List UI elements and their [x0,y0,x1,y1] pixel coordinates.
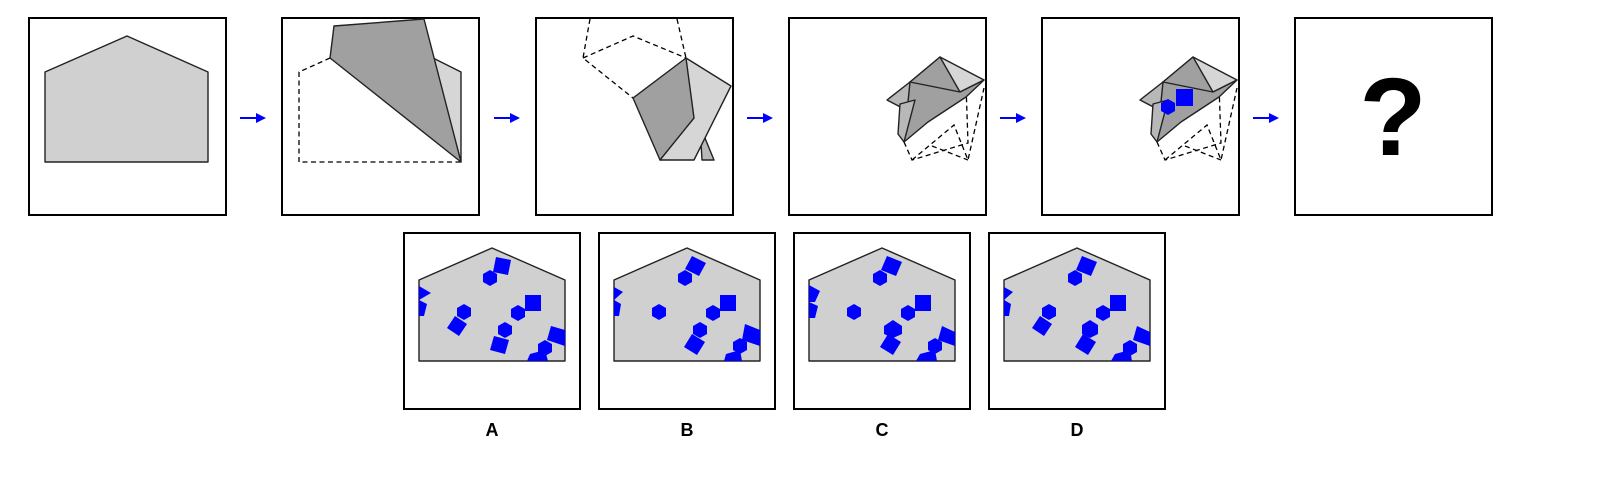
hexagon-hole-icon [457,304,471,320]
hexagon-hole-icon [1161,99,1175,115]
step-6-panel: ? [1294,17,1493,216]
hexagon-hole-icon [901,305,915,321]
hole-fragment-icon [809,302,818,318]
arrow-icon-1 [240,113,266,123]
square-hole-icon [881,256,902,276]
hexagon-hole-icon [1068,270,1082,286]
step-5-outline-c [1184,145,1222,161]
option-c-paper [808,247,956,362]
arrow-icon-5 [1253,113,1279,123]
option-d[interactable]: D [988,232,1166,440]
arrow-icon-3 [747,113,773,123]
step-3-outline-b [582,35,687,59]
option-b-label[interactable]: B [681,420,694,440]
step-4-outline-b [911,87,985,163]
step-5-panel [1041,17,1240,216]
step-5-frame [1041,17,1240,216]
question-mark: ? [1359,56,1426,179]
hole-fragment-icon [527,350,548,361]
step-4-small-flap [897,99,916,143]
option-d-holes [1004,256,1150,361]
step-5-outline-a [1156,84,1222,161]
hexagon-hole-icon [1042,304,1056,320]
hole-fragment-icon [916,350,937,361]
hexagon-hole-icon [1096,305,1110,321]
square-hole-icon [525,295,541,311]
step-4-outline-c [931,145,969,161]
hole-fragment-icon [724,350,742,361]
step-3-panel [535,17,734,216]
square-hole-icon [493,257,511,275]
step-3-outline-c [676,18,687,59]
hole-fragment-icon [614,287,623,300]
arrow-icon-2 [494,113,520,123]
hexagon-hole-icon [733,338,747,354]
hole-fragment-icon [419,286,431,300]
square-hole-icon [1032,316,1052,336]
square-hole-icon [1133,326,1150,346]
square-hole-icon [915,295,931,311]
step-4-panel [788,17,987,216]
hexagon-hole-icon [847,304,861,320]
option-a[interactable]: A [403,232,581,440]
step-2-panel [281,17,480,216]
hexagon-hole-icon [498,322,512,338]
step-2-original-outline [298,57,461,163]
option-b-holes [614,256,760,361]
hexagon-hole-icon [873,270,887,286]
option-a-holes [419,257,565,361]
square-hole-icon [720,295,736,311]
option-c-label[interactable]: C [876,420,889,440]
square-hole-icon [447,316,467,336]
hexagon-hole-icon [511,305,525,321]
square-hole-icon [490,336,509,354]
option-d-label[interactable]: D [1071,420,1084,440]
step-3-dark-flap [632,57,695,161]
arrow-icon-4 [1000,113,1026,123]
square-hole-icon [684,334,705,355]
hexagon-hole-icon [928,338,942,354]
step-4-outline-a [903,84,969,161]
option-c[interactable]: C [793,232,971,440]
hexagon-hole-icon [652,304,666,320]
hole-fragment-icon [1004,287,1013,300]
hole-fragment-icon [1004,300,1011,316]
step-1-paper [44,35,209,163]
square-hole-icon [880,334,901,355]
step-6-frame [1294,17,1493,216]
hole-fragment-icon [614,300,621,316]
square-hole-icon [1076,256,1097,276]
square-hole-icon [547,326,565,346]
hexagon-hole-icon [1082,320,1098,338]
step-3-outline-a [582,18,634,99]
hole-fragment-icon [1111,350,1132,361]
hexagon-hole-icon [693,322,707,338]
hole-fragment-icon [419,300,427,316]
option-c-holes [809,256,955,361]
hexagon-hole-icon [678,270,692,286]
hole-fragment-icon [809,285,820,302]
option-b-paper [613,247,761,362]
square-hole-icon [1176,89,1193,106]
option-a-label[interactable]: A [486,420,499,440]
square-hole-icon [938,326,955,346]
hexagon-hole-icon [884,320,902,338]
square-hole-icon [742,324,760,346]
step-4-frame [788,17,987,216]
option-b[interactable]: B [598,232,776,440]
square-hole-icon [685,256,706,276]
step-2-folded-flap [329,18,462,163]
step-5-outline-b [1164,87,1238,163]
step-1-panel [28,17,227,216]
square-hole-icon [1075,334,1096,355]
hexagon-hole-icon [483,270,497,286]
square-hole-icon [1110,295,1126,311]
hexagon-hole-icon [706,305,720,321]
